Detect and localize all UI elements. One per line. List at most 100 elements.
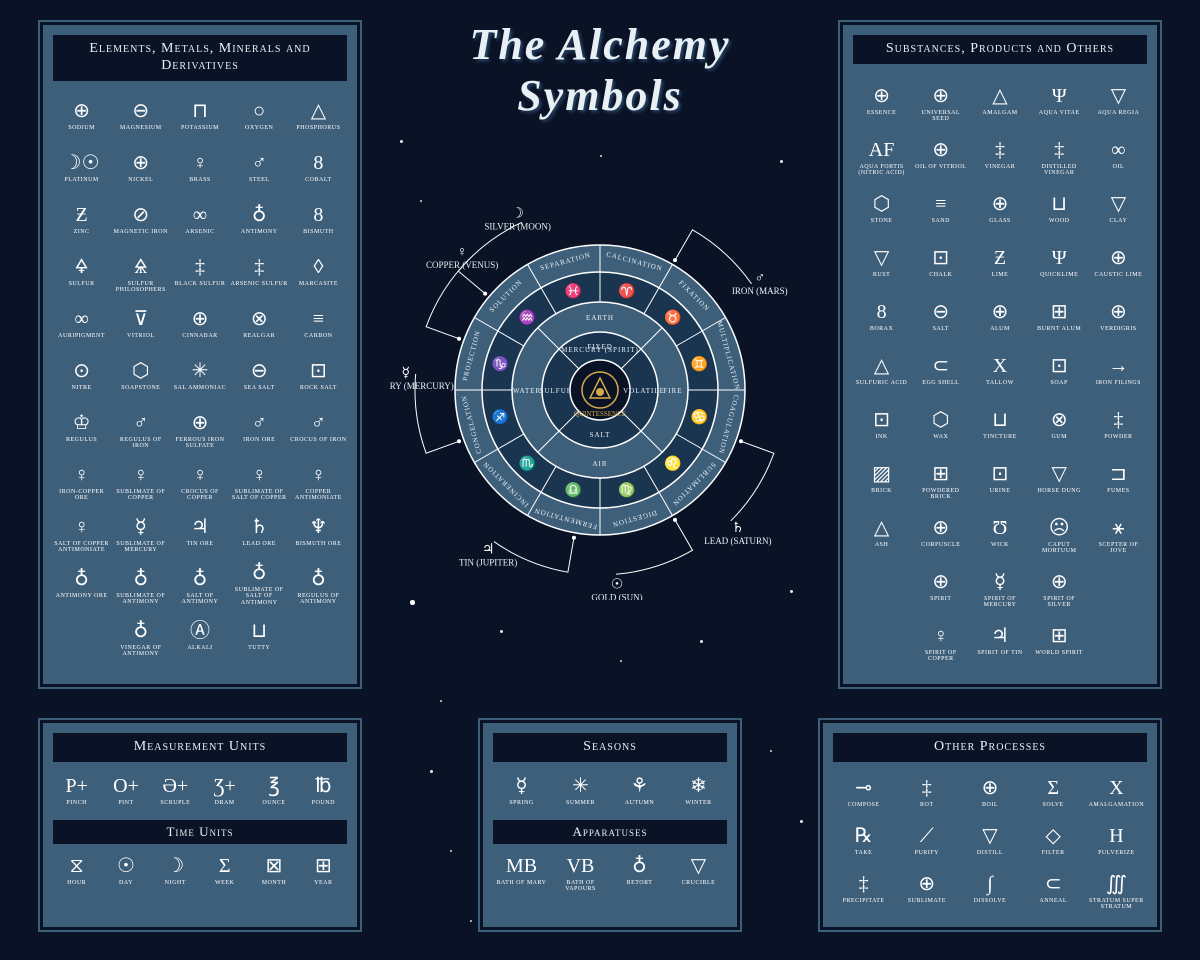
symbol-glyph: O+ (113, 774, 139, 798)
symbol-glyph: Ƶ (75, 203, 87, 227)
symbol-glyph: ⊕ (1110, 300, 1127, 324)
svg-text:SILVER (MOON): SILVER (MOON) (484, 221, 550, 231)
symbol-glyph: ▽ (982, 824, 997, 848)
symbol-glyph: ℔ (315, 774, 331, 798)
symbol-label: Magnetic Iron (114, 229, 168, 243)
symbol-label: Ash (875, 542, 889, 556)
symbol-label: Sal Ammoniac (174, 385, 226, 399)
symbol-glyph: ♀ (252, 463, 267, 487)
symbol-glyph: ∞ (74, 307, 88, 331)
symbol-label: Solve (1043, 802, 1064, 816)
symbol-glyph: MB (506, 854, 537, 878)
symbol-cell: ℞Take (833, 818, 894, 864)
symbol-cell: ⊓Potassium (171, 89, 228, 139)
symbol-glyph: Ψ (1052, 246, 1067, 270)
symbol-cell: ℥Ounce (250, 770, 297, 814)
symbol-label: Pinch (66, 800, 87, 814)
symbol-glyph: X (993, 354, 1007, 378)
star (620, 660, 622, 662)
symbol-cell (53, 609, 110, 659)
symbol-cell: ⚹Scepter of Jove (1090, 504, 1147, 556)
symbol-label: Phosphorus (296, 125, 340, 139)
symbol-glyph: ♂ (252, 151, 267, 175)
symbol-glyph: ⊞ (1051, 624, 1068, 648)
symbol-glyph: ⚘ (631, 774, 649, 798)
symbol-glyph: ☿ (135, 515, 147, 539)
symbol-glyph: ⊽ (133, 307, 148, 331)
symbol-glyph: ⬡ (873, 192, 890, 216)
symbol-label: Distilled Vinegar (1031, 164, 1088, 178)
symbol-cell: ⊠Month (250, 850, 297, 894)
main-title: The Alchemy Symbols (400, 20, 800, 121)
symbol-label: Verdigris (1100, 326, 1137, 340)
symbol-cell: ⊕Glass (971, 180, 1028, 232)
symbol-label: Corpuscle (921, 542, 960, 556)
svg-text:♋: ♋ (691, 409, 708, 426)
symbol-cell: ○Oxygen (231, 89, 288, 139)
symbol-cell: ⒶAlkali (171, 609, 228, 659)
svg-text:WATER: WATER (513, 387, 541, 395)
symbol-cell: 8Cobalt (290, 141, 347, 191)
symbol-glyph: ⊕ (1110, 246, 1127, 270)
symbol-glyph: ☽ (166, 854, 184, 878)
grid-processes: ⊸Compose‡Rot⊕BoilΣSolveXAmalgamation℞Tak… (833, 770, 1147, 912)
star (470, 920, 472, 922)
symbol-label: Sublimate of Copper (112, 489, 169, 503)
symbol-label: Egg Shell (922, 380, 959, 394)
symbol-label: Sodium (68, 125, 95, 139)
symbol-label: Wood (1049, 218, 1070, 232)
symbol-label: Wick (991, 542, 1009, 556)
symbol-label: Distill (977, 850, 1003, 864)
symbol-glyph: ♁ (74, 567, 89, 591)
symbol-label: World Spirit (1035, 650, 1083, 664)
symbol-cell: P+Pinch (53, 770, 100, 814)
symbol-label: Pulverize (1098, 850, 1135, 864)
symbol-cell: ⊖Magnesium (112, 89, 169, 139)
svg-text:MERCURY (SPIRIT): MERCURY (SPIRIT) (561, 346, 639, 354)
symbol-label: Tallow (986, 380, 1014, 394)
symbol-cell: 🜎Sulfur Philosophers (112, 245, 169, 295)
svg-text:QUINTESSENCE: QUINTESSENCE (574, 410, 626, 418)
symbol-glyph: ♀ (74, 463, 89, 487)
symbol-cell: ⊕Spirit of Silver (1031, 558, 1088, 610)
symbol-glyph: ⊕ (73, 99, 90, 123)
symbol-label: Spirit of Silver (1031, 596, 1088, 610)
symbol-cell: ∞Auripigment (53, 297, 110, 347)
symbol-glyph: Ⓐ (190, 619, 210, 643)
symbol-label: Dram (215, 800, 235, 814)
symbol-cell: ⊖Salt (912, 288, 969, 340)
symbol-cell: ⚘Autumn (611, 770, 668, 814)
symbol-label: Antimony Ore (56, 593, 108, 607)
symbol-cell: ⊔Wood (1031, 180, 1088, 232)
svg-text:♃: ♃ (482, 543, 495, 558)
symbol-glyph: ♀ (192, 463, 207, 487)
symbol-glyph: ○ (253, 99, 265, 123)
symbol-label: Boil (982, 802, 998, 816)
symbol-cell: ⊕Corpuscle (912, 504, 969, 556)
svg-text:☽: ☽ (511, 206, 524, 221)
wheel-svg: CALCINATIONFIXATIONMULTIPLICATIONCOAGULA… (390, 180, 810, 600)
symbol-glyph: ⊐ (1110, 462, 1127, 486)
symbol-label: Fumes (1107, 488, 1130, 502)
symbol-cell (853, 558, 910, 610)
symbol-glyph: ⬡ (932, 408, 949, 432)
symbol-label: Caput Mortuum (1031, 542, 1088, 556)
symbol-cell: ⊕Alum (971, 288, 1028, 340)
symbol-cell: ☿Spirit of Mercury (971, 558, 1028, 610)
symbol-cell: ⊖Sea Salt (231, 349, 288, 399)
symbol-label: Bath of Mary (496, 880, 546, 894)
symbol-glyph: ⊞ (932, 462, 949, 486)
symbol-glyph: ⬡ (132, 359, 149, 383)
symbol-glyph: ♃ (991, 624, 1009, 648)
symbol-label: Iron-Copper Ore (53, 489, 110, 503)
symbol-glyph: ⟋ (920, 824, 934, 848)
symbol-cell: ☉Day (102, 850, 149, 894)
symbol-cell: ♀Crocus of Copper (171, 453, 228, 503)
symbol-glyph: ⊕ (932, 570, 949, 594)
symbol-cell: ♀Sublimate of Copper (112, 453, 169, 503)
symbol-label: Pound (312, 800, 335, 814)
star (770, 750, 772, 752)
grid-elements: ⊕Sodium⊖Magnesium⊓Potassium○Oxygen△Phosp… (53, 89, 347, 659)
symbol-label: Winter (685, 800, 711, 814)
symbol-glyph: 8 (313, 203, 323, 227)
